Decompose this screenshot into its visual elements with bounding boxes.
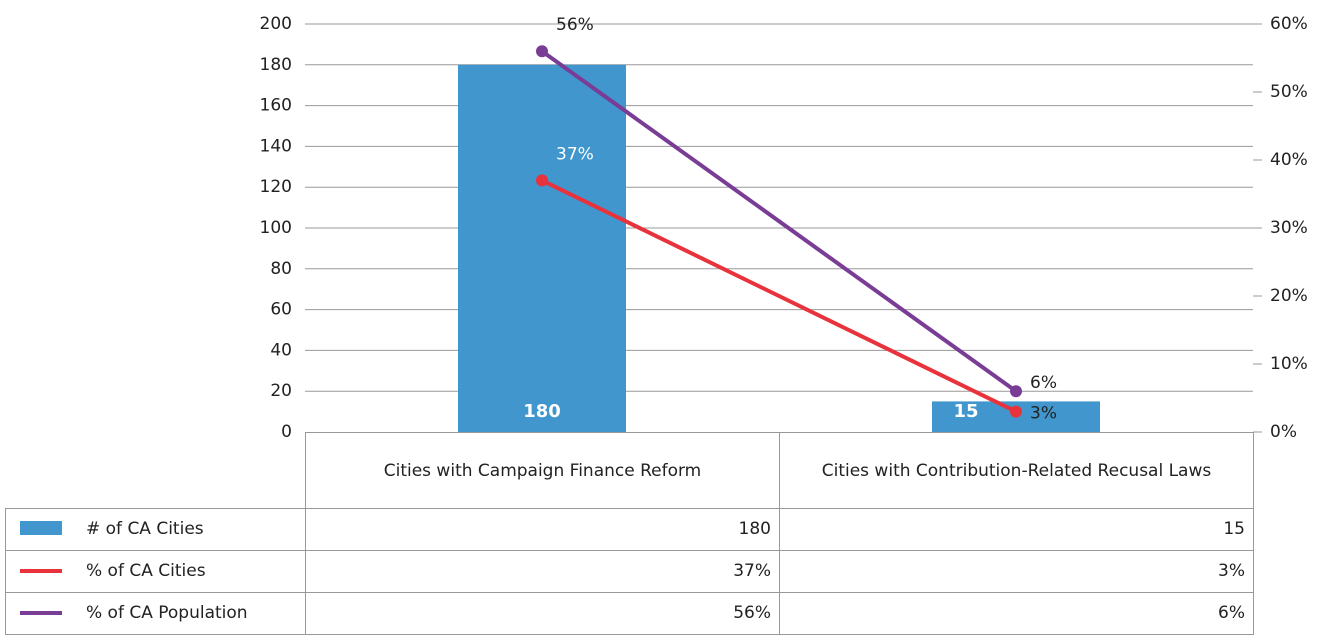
- y-tick-label: 120: [260, 177, 292, 197]
- y-tick-label: 60: [270, 300, 292, 320]
- bar-label: 15: [953, 401, 978, 422]
- y-tick-label: 100: [260, 218, 292, 238]
- y2-tick-label: 0%: [1270, 422, 1297, 442]
- legend-swatch: [20, 521, 62, 535]
- y-tick-label: 160: [260, 96, 292, 116]
- point: [1010, 385, 1022, 398]
- bar-label: 180: [523, 401, 561, 422]
- y-tick-label: 80: [270, 259, 292, 279]
- y-tick-label: 0: [281, 422, 292, 442]
- point-label: 6%: [1030, 373, 1057, 393]
- legend-swatch: [20, 611, 62, 615]
- bar: [458, 64, 626, 433]
- point-label: 3%: [1030, 404, 1057, 424]
- line: [541, 178, 1017, 414]
- y2-tick-label: 10%: [1270, 354, 1308, 374]
- y-tick-label: 140: [260, 136, 292, 156]
- y2-tick-label: 20%: [1270, 286, 1308, 306]
- point: [536, 174, 548, 187]
- y2-tick-label: 40%: [1270, 150, 1308, 170]
- table-cell: 6%: [779, 592, 1254, 635]
- y-tick-label: 200: [260, 14, 292, 34]
- legend-swatch: [20, 569, 62, 573]
- y-tick-label: 40: [270, 340, 292, 360]
- line: [540, 49, 1018, 393]
- point-label: 56%: [556, 15, 594, 35]
- point-label: 37%: [556, 144, 594, 164]
- y2-tick-label: 60%: [1270, 14, 1308, 34]
- y-tick-label: 180: [260, 55, 292, 75]
- y2-tick-label: 30%: [1270, 218, 1308, 238]
- y-tick-label: 20: [270, 381, 292, 401]
- y2-tick-label: 50%: [1270, 82, 1308, 102]
- point: [536, 45, 548, 58]
- point: [1010, 405, 1022, 418]
